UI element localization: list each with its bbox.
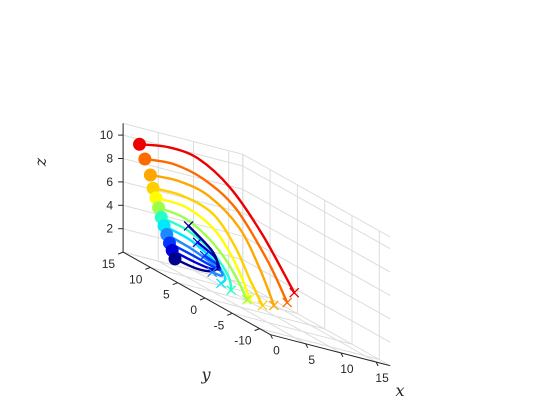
y-tick-mark xyxy=(117,251,124,255)
series-line-3 xyxy=(149,173,276,307)
series-line-2 xyxy=(143,157,289,304)
series-end-marker-8 xyxy=(215,278,226,289)
grid-line xyxy=(193,269,342,354)
x-axis-label: x xyxy=(395,381,404,400)
y-tick-mark xyxy=(254,328,260,332)
grid-line xyxy=(150,266,271,299)
y-tick-label: 5 xyxy=(163,288,170,302)
z-axis-label: z xyxy=(31,157,50,167)
series-end-marker-4 xyxy=(257,300,268,311)
series-start-marker-2 xyxy=(138,152,152,166)
series-group xyxy=(133,137,300,311)
x-tick-label: 15 xyxy=(375,371,389,385)
series-start-marker-1 xyxy=(133,137,146,151)
grid-line xyxy=(259,328,380,360)
series-line-12 xyxy=(173,224,219,273)
y-axis-line xyxy=(122,251,271,336)
end-cross-stroke xyxy=(192,237,203,248)
series-end-marker-3 xyxy=(268,300,279,311)
series-end-marker-6 xyxy=(241,294,252,305)
y-tick-label: 15 xyxy=(102,257,116,271)
axes xyxy=(117,123,391,367)
grid-line xyxy=(242,282,391,367)
series-line-1 xyxy=(138,143,296,294)
y-tick-mark xyxy=(145,266,151,270)
x-tick-label: 0 xyxy=(273,344,280,358)
y-axis-label: y xyxy=(200,365,211,384)
x-axis-line xyxy=(270,334,391,367)
end-cross-stroke xyxy=(289,287,300,298)
tick-labels: 0 5 10 15 -10 -5 0 5 10 15 2 4 6 8 10 xyxy=(100,128,389,385)
x-tick-mark xyxy=(270,334,273,339)
z-tick-label: 2 xyxy=(106,222,113,236)
grid-line xyxy=(122,122,243,155)
end-cross-stroke xyxy=(282,297,293,308)
y-tick-label: 0 xyxy=(190,303,197,317)
series-end-marker-5 xyxy=(244,294,255,305)
end-cross-stroke xyxy=(215,278,226,289)
x-tick-mark xyxy=(340,352,344,358)
series-end-marker-12 xyxy=(183,220,194,231)
end-cross-stroke xyxy=(268,300,279,311)
end-cross-stroke xyxy=(207,267,218,278)
x-tick-mark xyxy=(305,343,309,349)
y-tick-mark xyxy=(199,297,206,301)
end-cross-stroke xyxy=(257,300,268,311)
y-tick-label: 10 xyxy=(129,272,143,286)
y-tick-mark xyxy=(227,312,233,316)
grid-line xyxy=(242,259,391,343)
series-end-marker-10 xyxy=(199,250,210,261)
end-cross-stroke xyxy=(199,250,210,261)
series-end-marker-11 xyxy=(192,237,203,248)
grid-line xyxy=(158,260,306,345)
grid-line xyxy=(242,235,391,320)
x-tick-mark xyxy=(375,361,379,367)
z-tick-label: 4 xyxy=(106,198,113,212)
series-line-5 xyxy=(154,196,251,301)
series-line-6 xyxy=(157,206,249,301)
y-tick-mark xyxy=(172,282,178,286)
series-end-marker-9 xyxy=(207,267,218,278)
x-tick-label: 5 xyxy=(308,353,315,367)
z-tick-label: 10 xyxy=(100,128,114,142)
grid-line xyxy=(204,297,325,330)
series-start-marker-3 xyxy=(143,168,157,182)
end-cross-stroke xyxy=(244,294,255,305)
grid-line xyxy=(232,312,353,345)
series-line-4 xyxy=(151,187,264,307)
y-tick-label: -10 xyxy=(234,334,252,348)
series-start-marker-12 xyxy=(168,252,182,266)
series-end-marker-2 xyxy=(282,297,293,308)
grid-line xyxy=(242,188,391,273)
grid-line xyxy=(122,251,243,284)
end-cross-stroke xyxy=(241,294,252,305)
series-end-marker-1 xyxy=(289,287,300,298)
z-tick-label: 8 xyxy=(106,152,113,166)
grid-line xyxy=(122,204,243,237)
x-tick-label: 10 xyxy=(340,362,354,376)
grid-line xyxy=(242,153,391,238)
y-tick-label: -5 xyxy=(214,318,225,332)
z-tick-label: 6 xyxy=(106,175,113,189)
end-cross-stroke xyxy=(226,285,237,296)
grid-line xyxy=(242,165,391,250)
end-cross-stroke xyxy=(183,220,194,231)
grid-line xyxy=(228,278,377,363)
grid-line xyxy=(242,212,391,296)
series-end-marker-7 xyxy=(226,285,237,296)
